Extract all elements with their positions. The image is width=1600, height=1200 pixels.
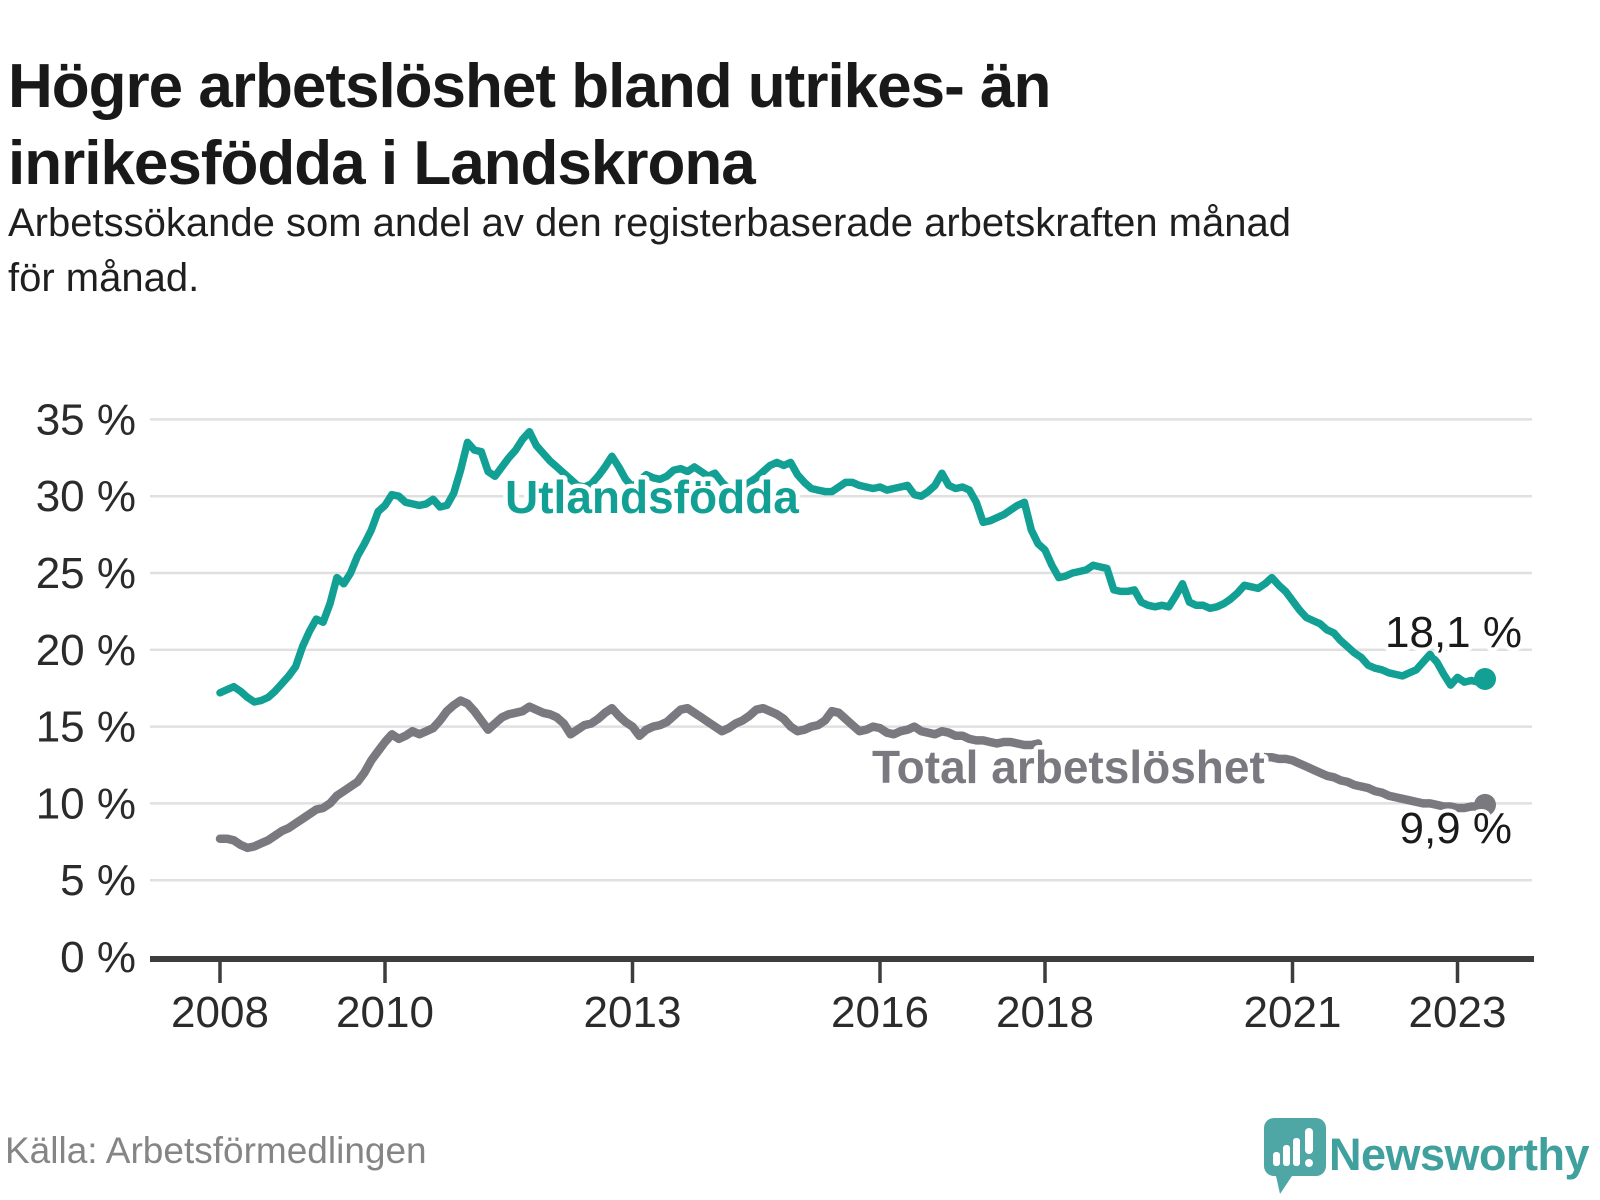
y-axis-tick-label: 35 %: [36, 395, 136, 444]
chart-subtitle-line1: Arbetssökande som andel av den registerb…: [8, 201, 1291, 245]
end-dot-total: [1474, 793, 1496, 816]
y-axis-tick-labels: 0 % 5 % 10 % 15 % 20 % 25 % 30 % 35 %: [36, 395, 136, 982]
newsworthy-brand-text: Newsworthy: [1329, 1129, 1590, 1180]
page-title: Högre arbetslöshet bland utrikes- än inr…: [8, 48, 1051, 202]
end-value-label-utlandsfodda: 18,1 %: [1385, 608, 1522, 657]
end-value-label-total: 9,9 %: [1399, 804, 1512, 853]
series-line-utlandsfodda: [216, 427, 1489, 706]
y-axis-tick-label: 10 %: [36, 779, 136, 828]
series-end-dots: [1474, 667, 1496, 816]
newsworthy-logo-icon: [1264, 1118, 1326, 1194]
y-axis-tick-label: 25 %: [36, 549, 136, 598]
page-title-line1: Högre arbetslöshet bland utrikes- än: [8, 51, 1051, 121]
logo-bar-2: [1283, 1145, 1290, 1166]
x-axis-tick-label: 2008: [171, 988, 269, 1037]
series-lines: [215, 427, 1490, 853]
x-axis-tick-label: 2018: [996, 988, 1094, 1037]
x-axis-tick-label: 2021: [1244, 988, 1342, 1037]
logo-bar-3: [1293, 1138, 1300, 1166]
x-axis-tick-label: 2013: [584, 988, 682, 1037]
gridlines: [150, 418, 1532, 882]
x-axis-tick-label: 2010: [336, 988, 434, 1037]
y-axis-tick-label: 20 %: [36, 626, 136, 675]
series-label-utlandsfodda: Utlandsfödda: [505, 471, 799, 523]
series-line-total-arbetsloshet: [215, 696, 1043, 853]
chart-subtitle: Arbetssökande som andel av den registerb…: [8, 196, 1291, 306]
y-axis-tick-label: 15 %: [36, 703, 136, 752]
source-note: Källa: Arbetsförmedlingen: [5, 1130, 427, 1171]
series-line-total-arbetsloshet: [1253, 751, 1490, 813]
chart-subtitle-line2: för månad.: [8, 256, 200, 300]
logo-exclamation-dot: [1305, 1159, 1313, 1167]
x-axis-tick-label: 2023: [1409, 988, 1507, 1037]
y-axis-tick-label: 0 %: [60, 933, 136, 982]
y-axis-tick-label: 5 %: [60, 856, 136, 905]
logo-exclamation-bar: [1305, 1128, 1313, 1154]
end-dot-utlandsfodda: [1474, 667, 1496, 690]
series-label-total-arbetsloshet: Total arbetslöshet: [872, 741, 1265, 793]
logo-bar-1: [1273, 1152, 1280, 1166]
x-axis-tick-label: 2016: [831, 988, 929, 1037]
y-axis-tick-label: 30 %: [36, 472, 136, 521]
page-title-line2: inrikesfödda i Landskrona: [8, 128, 756, 198]
x-axis: 2008 2010 2013 2016 2018 2021 2023: [150, 956, 1534, 1037]
